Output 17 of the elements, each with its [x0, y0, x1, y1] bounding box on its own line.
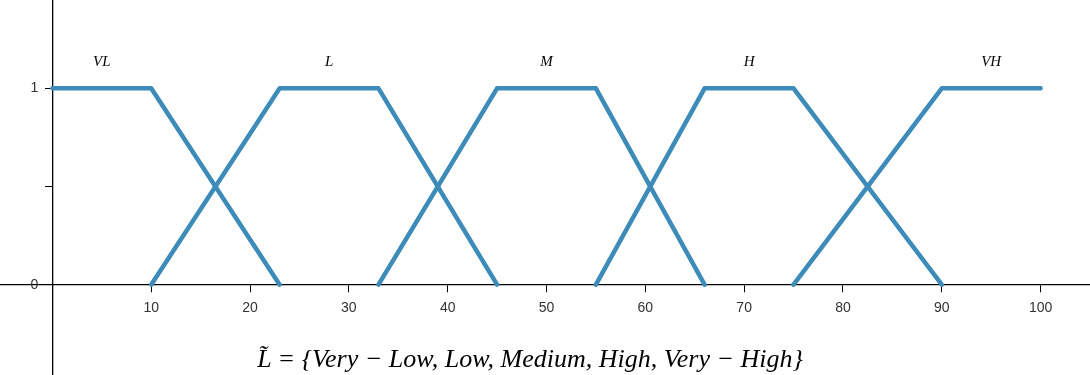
x-tick-label: 40: [439, 298, 456, 315]
x-tick-label: 20: [242, 298, 259, 315]
x-tick-label: 90: [933, 298, 950, 315]
series-label: VH: [981, 53, 1003, 70]
series-label: H: [742, 53, 756, 70]
x-tick-label: 60: [637, 298, 654, 315]
x-tick-label: 80: [835, 298, 851, 315]
x-tick-label: 100: [1028, 298, 1053, 315]
series-label: VL: [93, 53, 111, 70]
series-label: M: [539, 53, 555, 70]
x-tick-label: 50: [538, 298, 555, 315]
x-tick-label: 70: [736, 298, 753, 315]
y-tick-label: 1: [30, 79, 39, 96]
series-label: L: [323, 53, 334, 70]
annotation: L̃ = {Very − Low, Low, Medium, High, Very − High}: [256, 344, 804, 373]
x-tick-label: 10: [143, 298, 160, 315]
x-tick-label: 30: [341, 298, 357, 315]
